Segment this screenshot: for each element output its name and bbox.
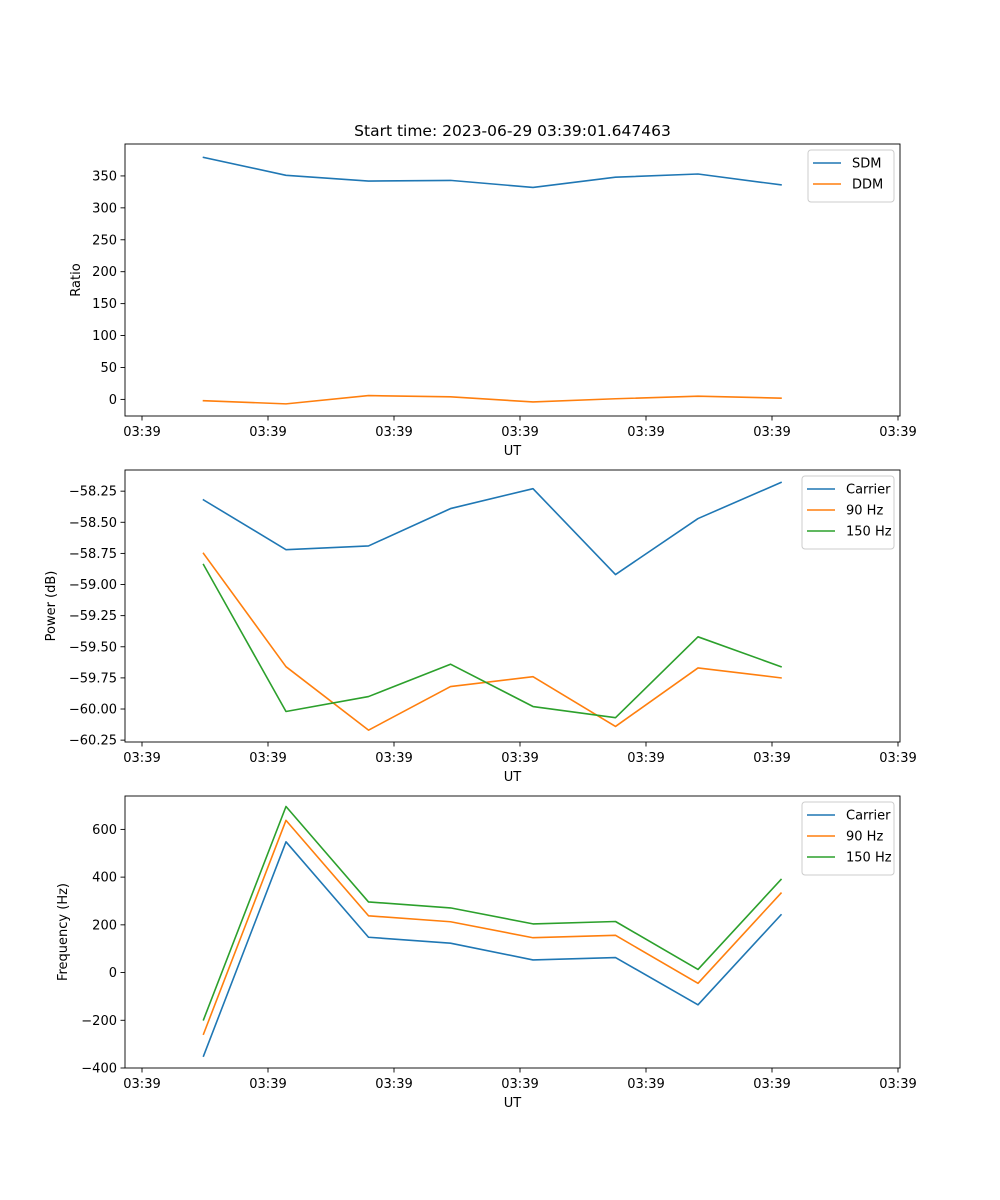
axes-frame	[124, 469, 901, 743]
legend-label: SDM	[852, 157, 881, 172]
x-tick-label: 03:39	[123, 1077, 160, 1092]
x-tick-label: 03:39	[753, 425, 790, 440]
x-axis-label: UT	[504, 1096, 522, 1111]
y-tick-label: 300	[92, 201, 117, 216]
x-tick-label: 03:39	[501, 425, 538, 440]
x-tick-label: 03:39	[249, 1077, 286, 1092]
legend-label: 90 Hz	[846, 504, 883, 519]
y-tick-label: 350	[92, 169, 117, 184]
x-tick-label: 03:39	[123, 751, 160, 766]
y-tick-label: 200	[92, 265, 117, 280]
y-tick-label: −200	[81, 1014, 117, 1029]
legend-label: Carrier	[846, 483, 891, 498]
series-line-150-hz	[202, 563, 783, 719]
y-tick-label: −59.75	[69, 671, 117, 686]
y-tick-label: −59.25	[69, 609, 117, 624]
y-tick-label: 0	[109, 393, 117, 408]
y-tick-label: 400	[92, 871, 117, 886]
axes-frame	[124, 143, 901, 417]
y-tick-label: −400	[81, 1062, 117, 1077]
legend-label: 90 Hz	[846, 830, 883, 845]
y-tick-label: 250	[92, 233, 117, 248]
series-line-90-hz	[202, 552, 782, 731]
x-axis-label: UT	[504, 444, 522, 459]
x-tick-label: 03:39	[249, 425, 286, 440]
chart-panel-2: 03:39 03:39 03:39 03:39 03:39 03:39 03:39 UT −60…	[44, 469, 917, 785]
x-tick-label: 03:39	[501, 751, 538, 766]
legend-label: 150 Hz	[846, 851, 892, 866]
x-tick-label: 03:39	[627, 1077, 664, 1092]
x-tick-label: 03:39	[753, 1077, 790, 1092]
y-tick-label: −58.50	[69, 516, 117, 531]
y-tick-label: 600	[92, 823, 117, 838]
y-tick-label: −58.75	[69, 547, 117, 562]
y-tick-label: 150	[92, 297, 117, 312]
x-tick-label: 03:39	[123, 425, 160, 440]
x-tick-label: 03:39	[375, 1077, 412, 1092]
y-tick-label: −59.50	[69, 640, 117, 655]
y-tick-label: −58.25	[69, 485, 117, 500]
x-tick-label: 03:39	[375, 751, 412, 766]
y-tick-label: 200	[92, 918, 117, 933]
legend: Carrier 90 Hz 150 Hz	[801, 801, 895, 876]
x-tick-label: 03:39	[501, 1077, 538, 1092]
chart-panel-3: 03:39 03:39 03:39 03:39 03:39 03:39 03:39 UT −40…	[56, 795, 917, 1111]
legend: Carrier 90 Hz 150 Hz	[801, 475, 895, 550]
x-tick-label: 03:39	[627, 751, 664, 766]
x-tick-label: 03:39	[879, 751, 916, 766]
series-line-carrier	[202, 841, 783, 1058]
series-line-150-hz	[202, 805, 783, 1021]
y-tick-label: 100	[92, 329, 117, 344]
legend-label: 150 Hz	[846, 525, 892, 540]
x-tick-label: 03:39	[627, 425, 664, 440]
y-tick-label: 0	[109, 966, 117, 981]
x-tick-label: 03:39	[249, 751, 286, 766]
chart-panel-1: 03:39 03:39 03:39 03:39 03:39 03:39 03:39 UT 0 50…	[69, 122, 917, 459]
series-line-90-hz	[202, 819, 783, 1036]
y-axis-label: Frequency (Hz)	[56, 883, 71, 981]
axes-frame	[124, 795, 901, 1069]
series-line-sdm	[202, 156, 782, 189]
x-tick-label: 03:39	[879, 1077, 916, 1092]
legend-label: Carrier	[846, 809, 891, 824]
y-axis-label: Power (dB)	[44, 571, 59, 642]
y-tick-label: −60.25	[69, 734, 117, 749]
x-tick-label: 03:39	[375, 425, 412, 440]
chart-title: Start time: 2023-06-29 03:39:01.647463	[354, 122, 671, 140]
x-tick-label: 03:39	[753, 751, 790, 766]
legend-label: DDM	[852, 178, 883, 193]
series-line-ddm	[202, 394, 782, 405]
x-tick-label: 03:39	[879, 425, 916, 440]
y-tick-label: −60.00	[69, 703, 117, 718]
series-line-carrier	[202, 481, 783, 576]
x-axis-label: UT	[504, 770, 522, 785]
y-tick-label: −59.00	[69, 578, 117, 593]
legend: SDM DDM	[807, 149, 895, 203]
y-axis-label: Ratio	[69, 263, 84, 296]
y-tick-label: 50	[100, 361, 117, 376]
